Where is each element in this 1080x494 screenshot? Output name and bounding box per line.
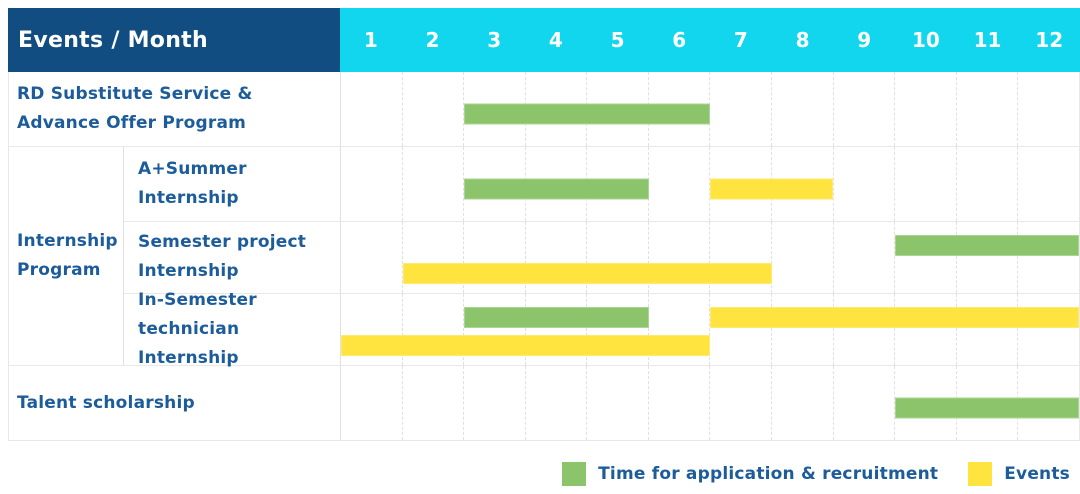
month-label: 4 bbox=[548, 28, 563, 52]
month-label: 7 bbox=[733, 28, 748, 52]
row-label-rd-substitute: RD Substitute Service & Advance Offer Pr… bbox=[9, 72, 341, 146]
gantt-bar-application bbox=[464, 178, 649, 200]
month-header-strip: 1 2 3 4 5 6 7 8 9 10 11 12 bbox=[340, 8, 1080, 72]
row-label-a-plus-summer: A+Summer Internship bbox=[124, 147, 341, 221]
gantt-row-chart bbox=[341, 221, 1079, 293]
row-rd-substitute: RD Substitute Service & Advance Offer Pr… bbox=[9, 72, 1079, 146]
month-label: 2 bbox=[425, 28, 440, 52]
gantt-bar-application bbox=[464, 103, 710, 125]
month-label: 10 bbox=[911, 28, 940, 52]
events-yellow-swatch-icon bbox=[968, 462, 993, 486]
row-group-internship-program: Internship Program A+Summer Internship S… bbox=[9, 146, 1079, 368]
legend-label-application: Time for application & recruitment bbox=[598, 464, 939, 484]
month-label: 1 bbox=[363, 28, 378, 52]
application-green-swatch-icon bbox=[562, 462, 587, 486]
row-talent-scholarship: Talent scholarship bbox=[9, 365, 1079, 440]
gantt-bar-application bbox=[464, 307, 649, 328]
row-a-plus-summer: A+Summer Internship bbox=[124, 147, 1079, 221]
legend: Time for application & recruitment Event… bbox=[562, 458, 1070, 490]
legend-label-events: Events bbox=[1004, 464, 1070, 484]
gantt-row-chart bbox=[341, 366, 1079, 440]
row-semester-project: Semester project Internship bbox=[124, 220, 1079, 293]
month-label: 12 bbox=[1035, 28, 1064, 52]
month-label: 9 bbox=[857, 28, 872, 52]
month-label: 3 bbox=[487, 28, 502, 52]
gantt-bar-events bbox=[341, 335, 710, 356]
month-label: 8 bbox=[795, 28, 810, 52]
month-label: 5 bbox=[610, 28, 625, 52]
month-gridlines bbox=[341, 72, 1079, 146]
row-label-talent-scholarship: Talent scholarship bbox=[9, 366, 341, 440]
legend-item-application: Time for application & recruitment bbox=[562, 462, 938, 486]
month-label: 6 bbox=[672, 28, 687, 52]
row-label-in-semester-technician: In-Semester technician Internship bbox=[124, 290, 341, 368]
row-in-semester-technician: In-Semester technician Internship bbox=[124, 290, 1079, 368]
month-label: 11 bbox=[973, 28, 1002, 52]
events-month-header: Events / Month bbox=[8, 8, 340, 72]
gantt-row-chart bbox=[341, 72, 1079, 146]
gantt-table: Events / Month 1 2 3 4 5 6 7 8 9 10 11 12 RD Substi… bbox=[8, 8, 1080, 441]
legend-item-events: Events bbox=[968, 462, 1070, 486]
gantt-row-chart bbox=[341, 147, 1079, 221]
gantt-bar-events bbox=[402, 262, 772, 284]
gantt-bar-application bbox=[894, 397, 1079, 419]
table-body: RD Substitute Service & Advance Offer Pr… bbox=[8, 72, 1080, 441]
gantt-row-chart bbox=[341, 294, 1079, 365]
gantt-bar-application bbox=[894, 234, 1079, 256]
gantt-bar-events bbox=[710, 307, 1079, 328]
gantt-bar-events bbox=[710, 178, 833, 200]
row-label-semester-project: Semester project Internship bbox=[124, 221, 341, 293]
table-header-row: Events / Month 1 2 3 4 5 6 7 8 9 10 11 12 bbox=[8, 8, 1080, 72]
internship-sub-rows: A+Summer Internship Semester project Int… bbox=[124, 147, 1079, 368]
group-label-internship-program: Internship Program bbox=[9, 147, 124, 365]
